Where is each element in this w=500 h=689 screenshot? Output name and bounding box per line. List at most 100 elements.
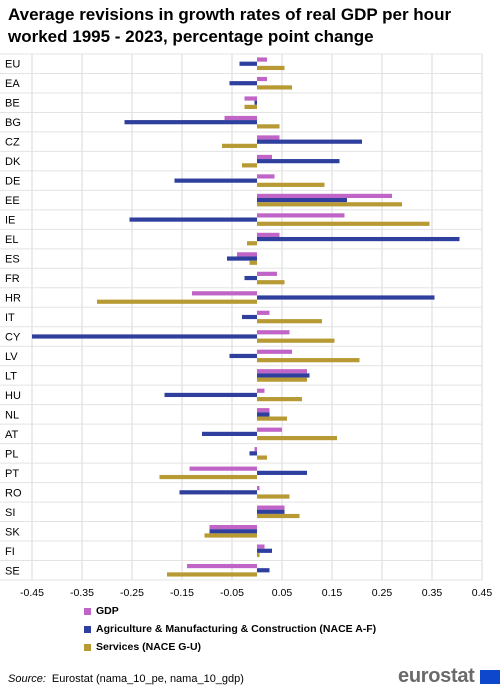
- bar-nl-series-1: [257, 412, 270, 417]
- category-label-eu: EU: [5, 59, 20, 71]
- bar-ea-series-2: [257, 85, 292, 90]
- eurostat-logo: eurostat: [398, 665, 500, 688]
- legend-item-industry: Agriculture & Manufacturing & Constructi…: [84, 620, 376, 638]
- bar-ie-series-0: [257, 213, 345, 218]
- bar-be-series-0: [244, 96, 257, 101]
- bar-ro-series-1: [179, 490, 257, 495]
- bar-eu-series-2: [257, 65, 285, 71]
- bar-lv-series-2: [257, 358, 360, 363]
- bar-de-series-0: [257, 174, 275, 179]
- bar-it-series-1: [242, 314, 257, 320]
- bar-be-series-2: [244, 104, 257, 110]
- bar-pt-series-2: [159, 474, 257, 480]
- bar-cy-series-0: [257, 330, 290, 335]
- x-tick-label: -0.45: [20, 587, 44, 599]
- bar-it-series-0: [257, 310, 270, 315]
- category-label-ie: IE: [5, 215, 15, 227]
- bar-fr-series-1: [244, 275, 257, 281]
- bar-ie-series-2: [257, 221, 430, 226]
- bar-de-series-2: [257, 182, 325, 187]
- category-label-es: ES: [5, 254, 20, 266]
- category-label-lt: LT: [5, 370, 17, 382]
- bar-pt-series-0: [189, 466, 257, 471]
- bar-hr-series-1: [257, 295, 435, 300]
- category-label-ee: EE: [5, 195, 20, 207]
- bar-at-series-0: [257, 427, 282, 432]
- bar-bg-series-1: [124, 120, 257, 125]
- bar-hu-series-1: [164, 392, 257, 398]
- x-tick-label: 0.35: [422, 587, 443, 599]
- x-tick-label: -0.25: [120, 587, 144, 599]
- bar-ea-series-0: [257, 76, 267, 82]
- bar-lt-series-0: [257, 369, 307, 374]
- category-label-el: EL: [5, 234, 18, 246]
- bar-cz-series-0: [257, 135, 280, 140]
- bar-hu-series-0: [257, 388, 265, 393]
- category-labels: EU EA BE BG CZ DK DE EE IE EL ES FR HR IT CY LV LT HU NL AT…: [5, 59, 22, 578]
- bar-pl-series-2: [257, 455, 267, 460]
- bar-es-series-0: [237, 252, 257, 257]
- bar-eu-series-0: [257, 57, 267, 62]
- bar-fi-series-2: [257, 552, 260, 558]
- bar-cz-series-2: [222, 143, 257, 148]
- category-label-it: IT: [5, 312, 15, 324]
- bar-it-series-2: [257, 319, 322, 324]
- source-text: Eurostat (nama_10_pe, nama_10_gdp): [51, 673, 244, 685]
- bar-bg-series-0: [224, 115, 257, 121]
- bar-se-series-2: [167, 572, 257, 577]
- bar-hr-series-0: [192, 291, 257, 296]
- bar-lv-series-0: [257, 349, 292, 354]
- legend-item-gdp: GDP: [84, 602, 376, 620]
- legend-label-services: Services (NACE G-U): [96, 641, 202, 653]
- bars: [32, 57, 460, 577]
- legend-swatch-gdp: [84, 607, 91, 615]
- eu-flag-icon: [479, 669, 500, 684]
- source-label: Source:: [8, 673, 46, 685]
- bar-el-series-0: [257, 232, 280, 237]
- bar-ee-series-2: [257, 202, 402, 207]
- category-label-cy: CY: [5, 331, 21, 343]
- logo-text: eurostat: [398, 665, 475, 687]
- gridlines: [0, 53, 483, 581]
- bar-ro-series-0: [257, 486, 260, 491]
- legend-swatch-services: [84, 643, 91, 651]
- x-tick-labels: -0.45 -0.35 -0.25 -0.15 -0.05 0.05 0.15 0.25 0.3…: [20, 587, 492, 599]
- bar-eu-series-1: [239, 61, 257, 66]
- category-label-lv: LV: [5, 351, 18, 363]
- category-label-hr: HR: [5, 293, 21, 305]
- bar-de-series-1: [174, 178, 257, 183]
- bar-ie-series-1: [129, 217, 257, 222]
- x-tick-label: -0.05: [220, 587, 244, 599]
- bar-pt-series-1: [257, 470, 307, 475]
- bar-fr-series-0: [257, 271, 277, 276]
- x-tick-label: 0.05: [272, 587, 293, 599]
- bar-at-series-1: [202, 431, 257, 436]
- category-label-si: SI: [5, 507, 15, 519]
- bar-fr-series-2: [257, 280, 285, 285]
- bar-nl-series-2: [257, 416, 287, 421]
- bar-hu-series-2: [257, 397, 302, 402]
- bar-nl-series-0: [257, 408, 270, 413]
- category-label-se: SE: [5, 565, 20, 577]
- category-label-ro: RO: [5, 487, 22, 499]
- bar-chart: EU EA BE BG CZ DK DE EE IE EL ES FR HR IT CY LV LT HU NL AT…: [0, 53, 492, 599]
- bar-be-series-1: [254, 100, 257, 105]
- category-label-ea: EA: [5, 78, 20, 90]
- bar-ee-series-0: [257, 193, 392, 199]
- legend: GDP Agriculture & Manufacturing & Constr…: [84, 602, 376, 656]
- bar-es-series-1: [227, 256, 257, 261]
- bar-se-series-1: [257, 568, 270, 573]
- category-label-bg: BG: [5, 117, 21, 129]
- bar-fi-series-0: [257, 544, 265, 549]
- category-label-nl: NL: [5, 409, 19, 421]
- bar-at-series-2: [257, 435, 337, 441]
- x-tick-label: -0.15: [170, 587, 194, 599]
- bar-el-series-1: [257, 236, 460, 242]
- bar-lt-series-2: [257, 377, 307, 382]
- category-label-cz: CZ: [5, 137, 20, 149]
- bar-cy-series-2: [257, 338, 335, 343]
- bar-dk-series-2: [242, 163, 257, 168]
- bar-pl-series-0: [254, 447, 257, 452]
- bar-sk-series-1: [209, 529, 257, 534]
- bar-sk-series-0: [209, 524, 257, 530]
